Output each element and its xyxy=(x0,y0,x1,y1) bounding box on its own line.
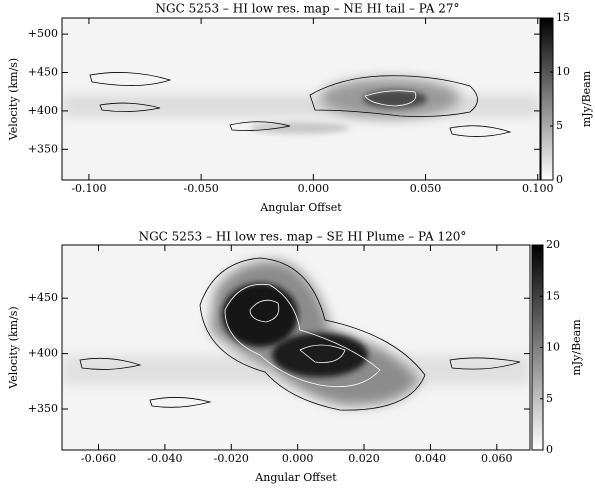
plot-frame xyxy=(61,17,541,181)
x-tick-label: -0.100 xyxy=(71,182,106,195)
x-tick-label: 0.040 xyxy=(415,452,447,465)
colorbar-tick-label: 10 xyxy=(556,65,570,78)
colorbar-label: mJy/Beam xyxy=(570,319,583,376)
x-tick-label: -0.020 xyxy=(214,452,249,465)
y-axis-label: Velocity (km/s) xyxy=(7,306,20,389)
x-tick-label: 0.000 xyxy=(282,452,314,465)
x-axis-label: Angular Offset xyxy=(254,471,337,484)
y-tick-label: +500 xyxy=(28,27,58,40)
x-axis-label: Angular Offset xyxy=(259,201,342,214)
y-axis-label: Velocity (km/s) xyxy=(7,58,20,141)
y-tick-label: +400 xyxy=(28,104,58,117)
x-tick-label: -0.050 xyxy=(184,182,219,195)
x-tick-label: 0.000 xyxy=(298,182,330,195)
colorbar-tick-label: 15 xyxy=(556,11,570,24)
map-image xyxy=(62,18,540,180)
x-tick-label: -0.040 xyxy=(147,452,182,465)
plot-frame xyxy=(61,244,531,451)
y-tick-label: +400 xyxy=(28,347,58,360)
colorbar-label: mJy/Beam xyxy=(580,70,593,127)
colorbar-tick-label: 15 xyxy=(546,289,560,302)
colorbar-tick-label: 5 xyxy=(546,392,553,405)
chart-title: NGC 5253 – HI low res. map – NE HI tail … xyxy=(156,2,460,16)
map-image xyxy=(62,245,530,450)
y-tick-label: +450 xyxy=(28,291,58,304)
y-tick-label: +450 xyxy=(28,66,58,79)
chart-title: NGC 5253 – HI low res. map – SE HI Plume… xyxy=(139,230,467,244)
y-tick-label: +350 xyxy=(28,142,58,155)
y-tick-label: +350 xyxy=(28,402,58,415)
x-tick-label: 0.100 xyxy=(522,182,554,195)
colorbar-tick-label: 0 xyxy=(546,443,553,456)
colorbar-tick-label: 5 xyxy=(556,119,563,132)
x-tick-label: 0.060 xyxy=(481,452,513,465)
colorbar-tick-label: 20 xyxy=(546,238,560,251)
x-tick-label: -0.060 xyxy=(81,452,116,465)
colorbar-tick-label: 10 xyxy=(546,341,560,354)
colorbar-tick-label: 0 xyxy=(556,173,563,186)
x-tick-label: 0.020 xyxy=(348,452,380,465)
colorbar xyxy=(540,17,554,181)
x-tick-label: 0.050 xyxy=(410,182,442,195)
